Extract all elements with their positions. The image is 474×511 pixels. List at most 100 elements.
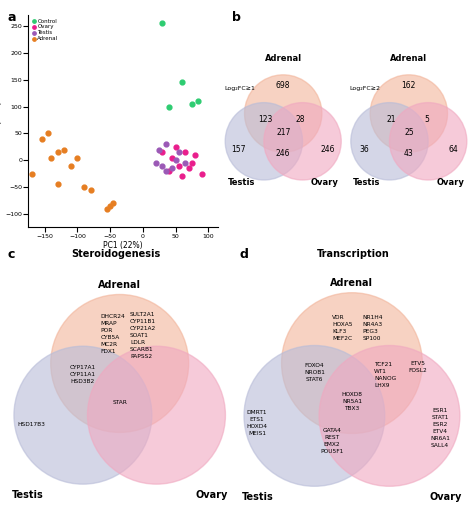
Adrenal <box>61 146 68 154</box>
Legend: Control, Ovary, Testis, Adrenal: Control, Ovary, Testis, Adrenal <box>31 18 59 42</box>
Text: Testis: Testis <box>12 490 44 500</box>
Adrenal <box>80 183 88 191</box>
Ovary <box>188 159 196 167</box>
Text: Testis: Testis <box>228 178 255 187</box>
Text: 246: 246 <box>276 149 291 158</box>
Testis <box>159 161 166 170</box>
Text: 36: 36 <box>359 145 369 154</box>
Text: GATA4
REST
EMX2
POU5F1: GATA4 REST EMX2 POU5F1 <box>320 428 344 454</box>
Adrenal <box>44 129 52 137</box>
Text: 123: 123 <box>258 115 273 124</box>
Text: d: d <box>239 248 248 261</box>
Testis <box>162 140 170 148</box>
Text: 43: 43 <box>404 149 414 158</box>
Control <box>178 78 186 86</box>
Text: Adrenal: Adrenal <box>390 54 428 63</box>
Ovary <box>168 153 176 161</box>
Text: ESR1
STAT1
ESR2
ETV4
NR6A1
SALL4: ESR1 STAT1 ESR2 ETV4 NR6A1 SALL4 <box>430 408 450 448</box>
Text: Steroidogenesis: Steroidogenesis <box>72 249 161 259</box>
Text: b: b <box>232 11 241 24</box>
Text: Log₂FC≥1: Log₂FC≥1 <box>224 86 255 91</box>
Circle shape <box>370 75 447 152</box>
Circle shape <box>245 75 322 152</box>
Circle shape <box>14 346 152 484</box>
Circle shape <box>282 293 422 433</box>
Circle shape <box>319 345 460 486</box>
Text: 28: 28 <box>296 115 305 124</box>
Testis <box>175 148 182 156</box>
Text: FOXO4
NROB1
STAT6: FOXO4 NROB1 STAT6 <box>304 363 325 382</box>
Text: DHCR24
MRAP
POR
CYB5A
MC2R
FDX1: DHCR24 MRAP POR CYB5A MC2R FDX1 <box>100 314 125 354</box>
Text: CYP17A1
CYP11A1
HSD3B2: CYP17A1 CYP11A1 HSD3B2 <box>70 365 96 384</box>
Circle shape <box>264 103 341 180</box>
Text: Adrenal: Adrenal <box>264 54 302 63</box>
Text: Ovary: Ovary <box>437 178 465 187</box>
Ovary <box>159 148 166 156</box>
Text: 64: 64 <box>449 145 458 154</box>
Text: SULT2A1
CYP11B1
CYP21A2
SOAT1
LDLR
SCARB1
PAPSS2: SULT2A1 CYP11B1 CYP21A2 SOAT1 LDLR SCARB… <box>130 312 156 359</box>
Adrenal <box>103 204 111 213</box>
Adrenal <box>38 135 46 143</box>
Adrenal <box>54 148 62 156</box>
Circle shape <box>225 103 302 180</box>
Text: Adrenal: Adrenal <box>98 280 141 290</box>
Text: Ovary: Ovary <box>430 492 462 502</box>
Text: Log₂FC≥2: Log₂FC≥2 <box>350 86 381 91</box>
Control <box>188 100 196 108</box>
Ovary <box>165 167 173 175</box>
Ovary <box>182 148 189 156</box>
Control <box>165 103 173 111</box>
Adrenal <box>54 180 62 189</box>
Testis <box>162 167 170 175</box>
Circle shape <box>88 346 226 484</box>
Circle shape <box>390 103 467 180</box>
Adrenal <box>106 202 114 210</box>
Text: 162: 162 <box>401 81 416 90</box>
Y-axis label: PC2 (16%): PC2 (16%) <box>0 102 2 141</box>
Ovary <box>178 172 186 180</box>
Testis <box>168 164 176 172</box>
Control <box>159 19 166 28</box>
Circle shape <box>351 103 428 180</box>
Text: 246: 246 <box>321 145 335 154</box>
Text: Ovary: Ovary <box>195 490 228 500</box>
Ovary <box>175 161 182 170</box>
Adrenal <box>47 153 55 161</box>
Testis <box>172 156 179 165</box>
Text: NR1H4
NR4A3
PEG3
SP100: NR1H4 NR4A3 PEG3 SP100 <box>363 315 383 341</box>
Circle shape <box>244 345 385 486</box>
Testis <box>155 146 163 154</box>
Ovary <box>198 170 206 178</box>
Adrenal <box>87 185 94 194</box>
Adrenal <box>73 153 81 161</box>
Ovary <box>191 151 199 159</box>
Text: 25: 25 <box>404 128 414 137</box>
Text: Ovary: Ovary <box>311 178 339 187</box>
Control <box>195 97 202 105</box>
Testis <box>152 159 160 167</box>
Text: 5: 5 <box>424 115 429 124</box>
Text: DMRT1
ETS1
HOXD4
MEIS1: DMRT1 ETS1 HOXD4 MEIS1 <box>246 410 267 436</box>
Text: HSD17B3: HSD17B3 <box>17 422 45 427</box>
Text: Transcription: Transcription <box>317 249 390 259</box>
Text: Testis: Testis <box>353 178 381 187</box>
Text: 21: 21 <box>387 115 396 124</box>
Adrenal <box>28 170 36 178</box>
Circle shape <box>51 294 189 432</box>
Text: ETV5
FOSL2: ETV5 FOSL2 <box>408 361 427 373</box>
X-axis label: PC1 (22%): PC1 (22%) <box>103 241 143 250</box>
Text: c: c <box>7 248 15 261</box>
Ovary <box>172 143 179 151</box>
Adrenal <box>109 199 117 207</box>
Text: TCF21
WT1
NANOG
LHX9: TCF21 WT1 NANOG LHX9 <box>374 362 396 388</box>
Ovary <box>185 164 192 172</box>
Text: Testis: Testis <box>242 492 273 502</box>
Text: Adrenal: Adrenal <box>330 278 374 288</box>
Text: STAR: STAR <box>112 400 127 405</box>
Adrenal <box>67 161 75 170</box>
Text: 157: 157 <box>231 145 246 154</box>
Text: 217: 217 <box>276 128 291 137</box>
Text: a: a <box>7 11 16 24</box>
Text: VDR
HOXA5
KLF3
MEF2C: VDR HOXA5 KLF3 MEF2C <box>332 315 353 341</box>
Text: 698: 698 <box>276 81 291 90</box>
